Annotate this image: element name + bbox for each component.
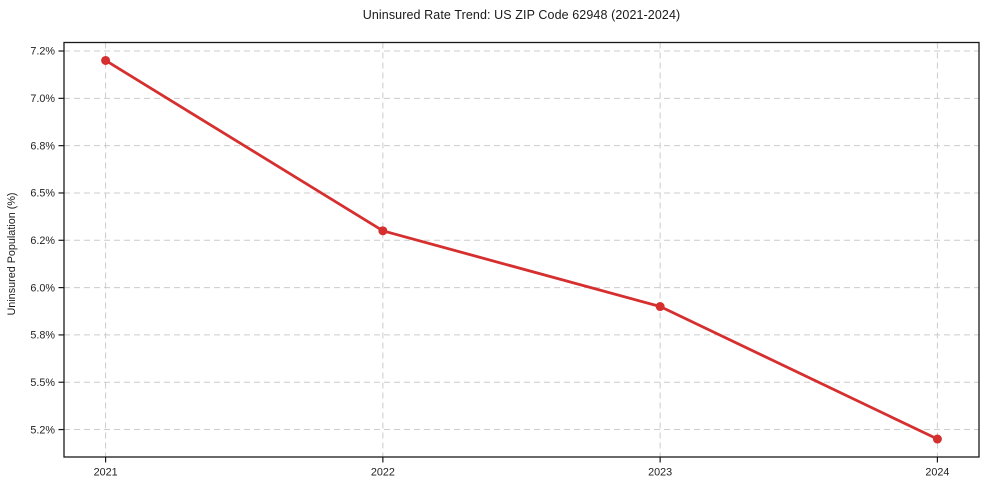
x-tick-label: 2024 [925,467,949,479]
y-tick-label: 5.2% [30,424,55,436]
y-tick-label: 6.0% [30,282,55,294]
y-tick-label: 5.5% [30,377,55,389]
axes-frame [63,41,980,458]
x-tick-label: 2022 [371,467,395,479]
chart-title: Uninsured Rate Trend: US ZIP Code 62948 … [362,8,681,22]
data-point-2021 [101,55,111,65]
x-tick-label: 2023 [648,467,672,479]
data-point-2023 [655,302,665,312]
y-tick-label: 6.8% [30,140,55,152]
x-tick-label: 2021 [94,467,118,479]
y-tick-label: 7.0% [30,93,55,105]
trend-line [104,59,939,441]
y-tick-label: 7.2% [30,46,55,58]
data-point-2022 [378,226,388,236]
y-tick-label: 6.2% [30,235,55,247]
y-tick-label: 6.5% [30,188,55,200]
y-tick-label: 5.8% [30,330,55,342]
data-point-2024 [932,434,942,444]
